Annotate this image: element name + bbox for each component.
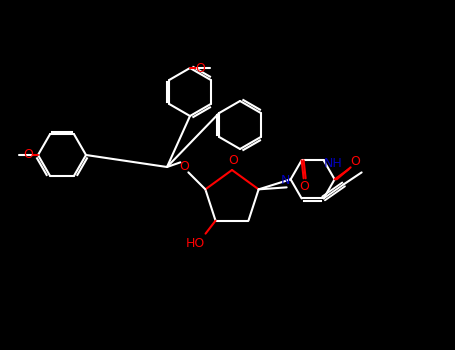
Text: O: O <box>351 155 360 168</box>
Text: O: O <box>179 160 189 173</box>
Text: N: N <box>281 174 290 187</box>
Text: O: O <box>23 148 33 161</box>
Text: HO: HO <box>186 237 205 250</box>
Text: O: O <box>228 154 238 168</box>
Text: O: O <box>195 62 205 75</box>
Text: O: O <box>300 180 309 193</box>
Text: NH: NH <box>323 157 342 170</box>
